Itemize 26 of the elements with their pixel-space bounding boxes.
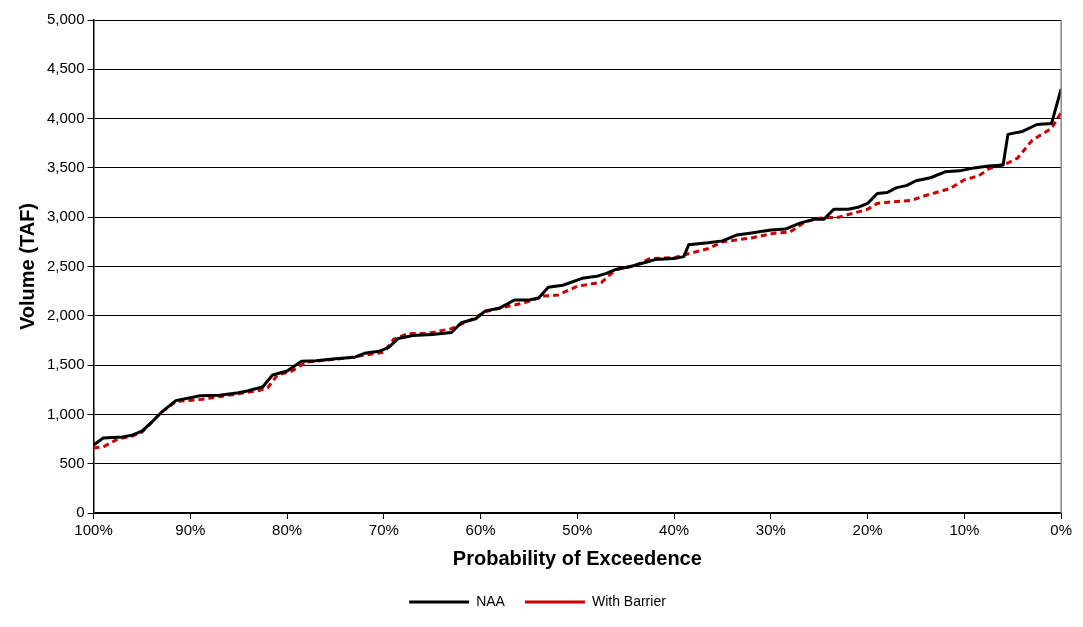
x-tick-label: 50% xyxy=(562,521,593,539)
y-tick-label: 2,000 xyxy=(46,305,85,323)
x-tick-label: 10% xyxy=(949,521,980,539)
x-tick-label: 60% xyxy=(465,521,496,539)
x-axis-title: Probability of Exceedence xyxy=(452,546,702,569)
x-tick-label: 40% xyxy=(659,521,690,539)
x-tick-label: 70% xyxy=(368,521,399,539)
y-tick-label: 1,500 xyxy=(46,355,85,373)
legend-label: With Barrier xyxy=(591,592,667,609)
y-tick-label: 2,500 xyxy=(46,256,85,274)
y-tick-label: 0 xyxy=(76,503,85,521)
y-tick-label: 3,500 xyxy=(46,158,85,176)
legend-label: NAA xyxy=(476,592,506,609)
y-axis-title: Volume (TAF) xyxy=(15,202,38,331)
x-tick-label: 100% xyxy=(74,521,113,539)
x-tick-label: 20% xyxy=(852,521,883,539)
x-tick-label: 0% xyxy=(1050,521,1072,539)
x-tick-label: 30% xyxy=(755,521,786,539)
y-tick-label: 3,000 xyxy=(46,207,85,225)
y-tick-label: 4,500 xyxy=(46,59,85,77)
y-tick-label: 500 xyxy=(59,453,85,471)
x-tick-label: 90% xyxy=(175,521,206,539)
y-tick-label: 5,000 xyxy=(46,10,85,28)
y-tick-label: 4,000 xyxy=(46,108,85,126)
x-tick-label: 80% xyxy=(272,521,303,539)
y-tick-label: 1,000 xyxy=(46,404,85,422)
